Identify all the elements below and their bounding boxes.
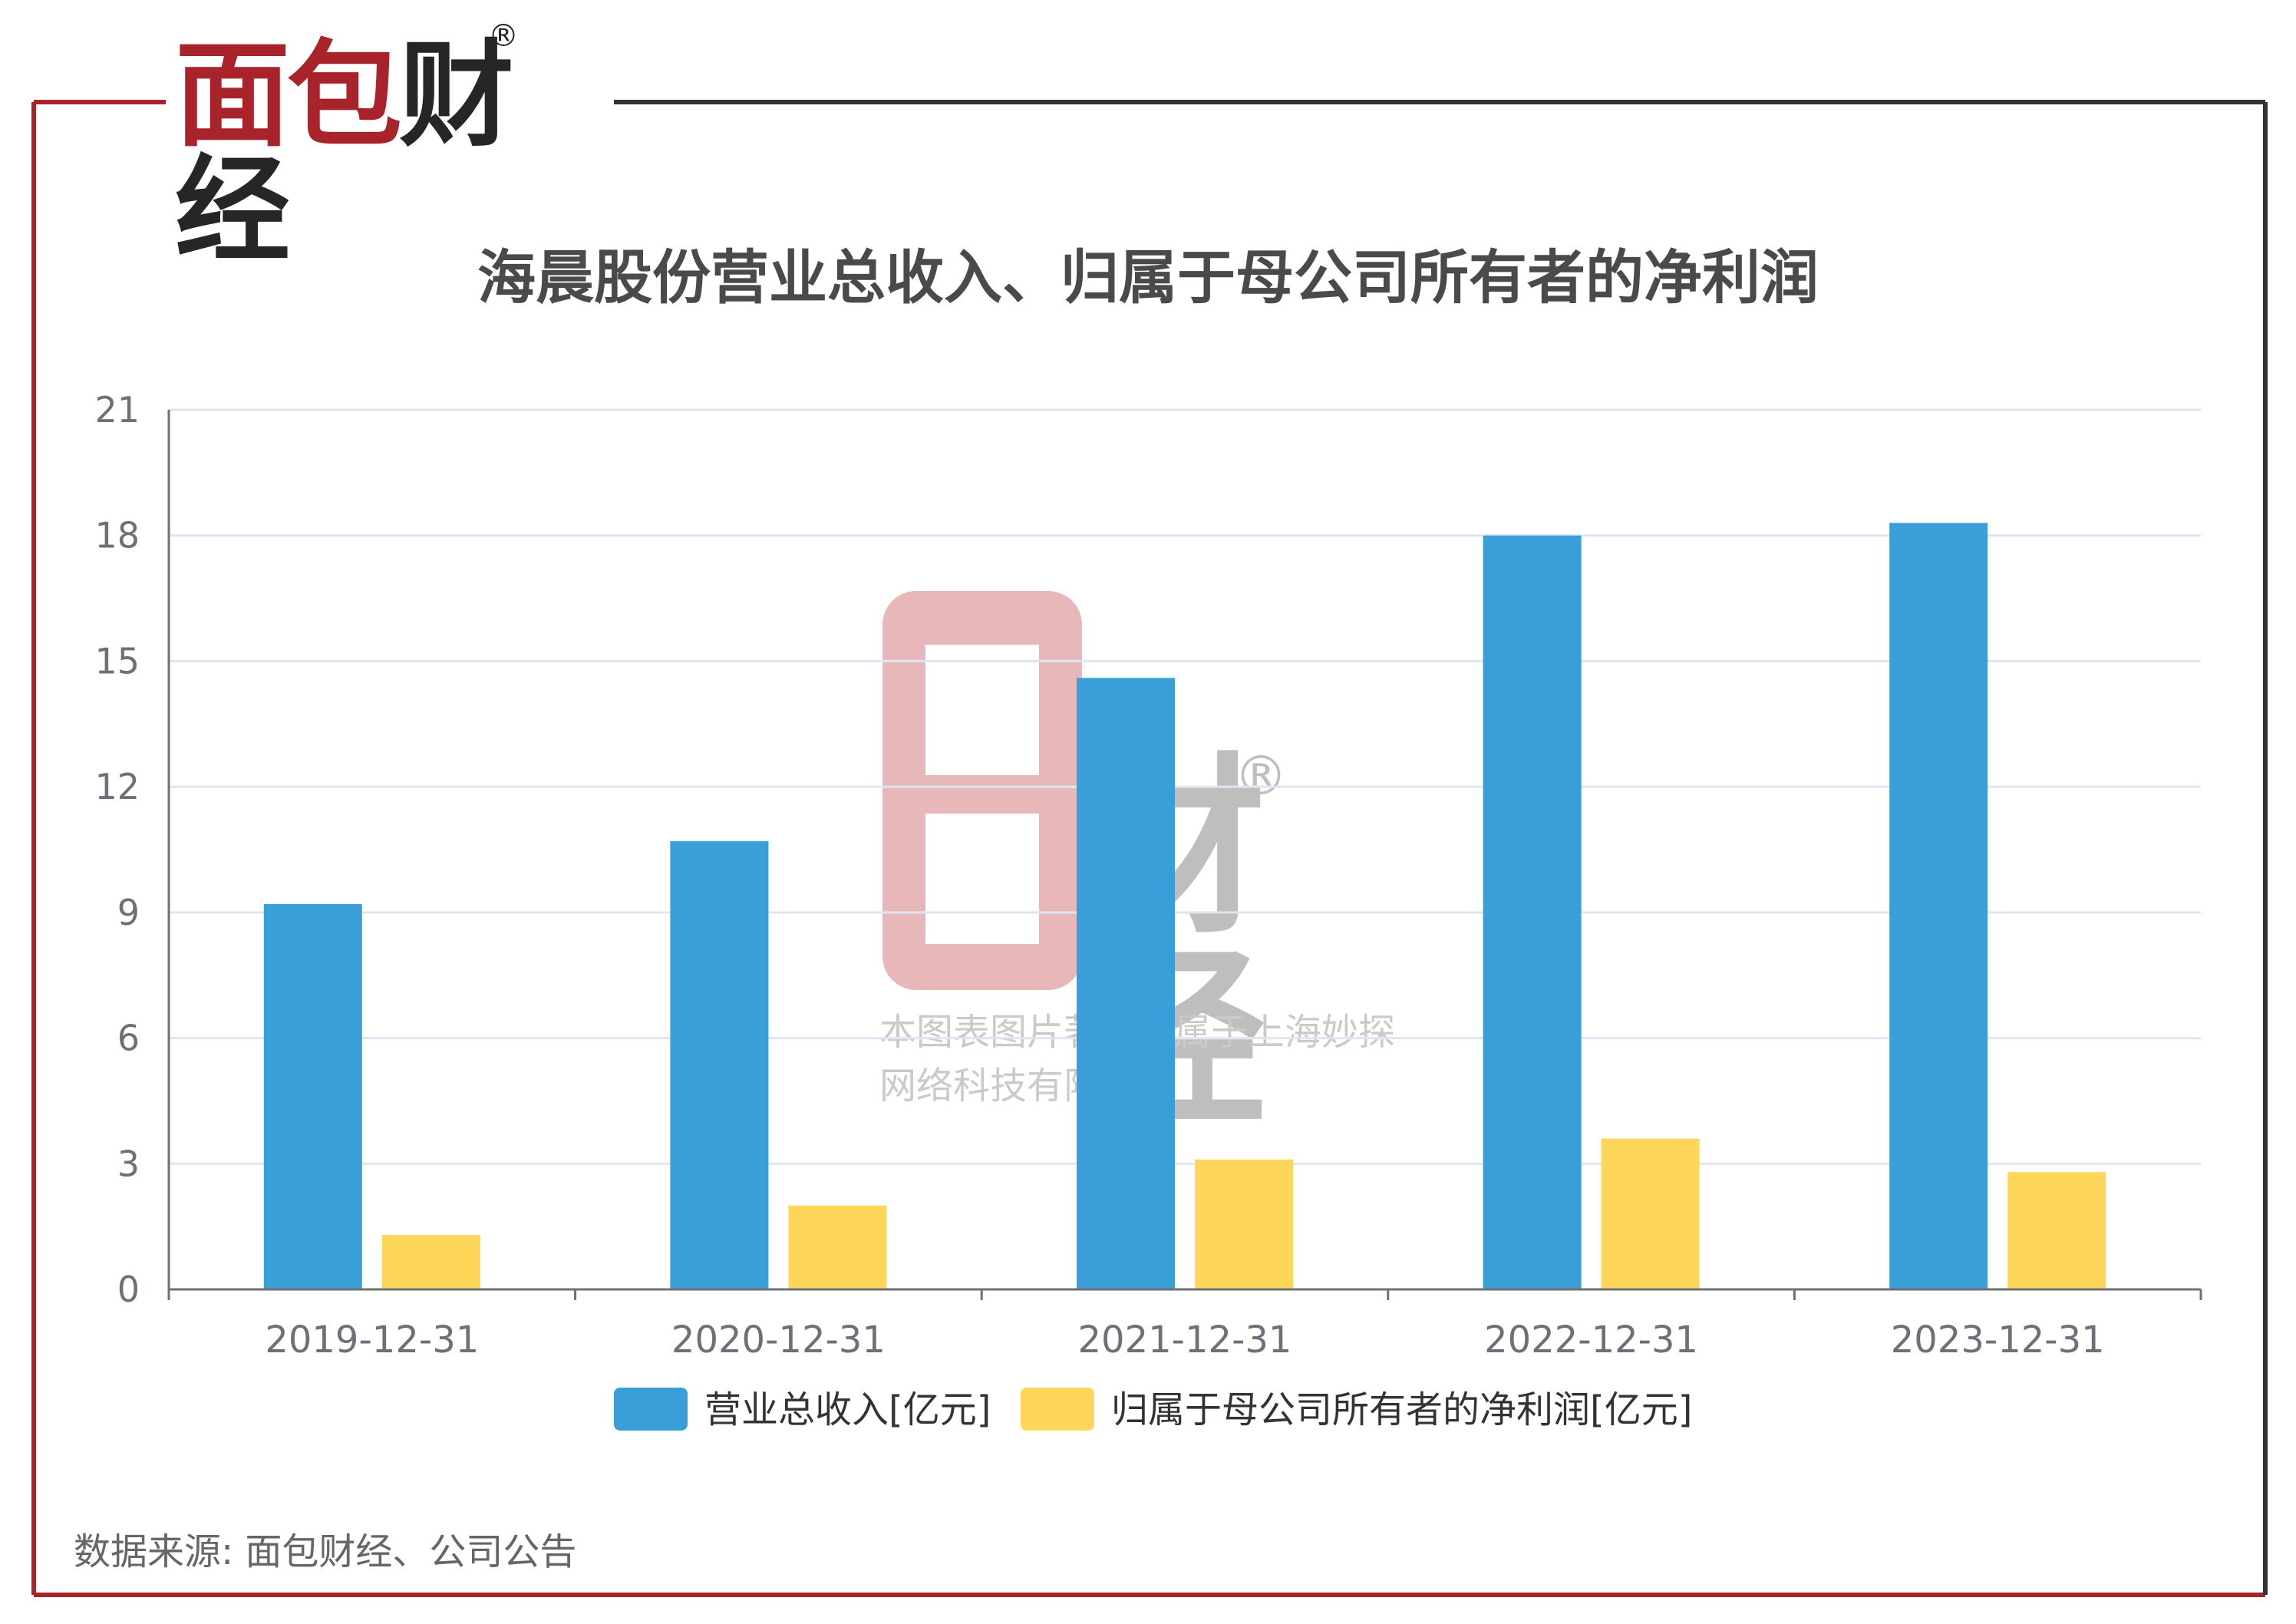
- logo-part1: 面包: [175, 29, 402, 163]
- x-tick-label: 2019-12-31: [265, 1319, 479, 1362]
- y-tick-labels: 0 3 6 9 12 15 18 21: [94, 389, 140, 1310]
- y-tick-label: 6: [117, 1018, 140, 1059]
- legend-label-net-profit[interactable]: 归属于母公司所有者的净利润[亿元]: [1111, 1388, 1692, 1431]
- legend-swatch-revenue[interactable]: [614, 1388, 688, 1431]
- y-tick-label: 12: [94, 766, 140, 807]
- bar-revenue: [1077, 678, 1175, 1289]
- bar-net-profit: [1601, 1138, 1700, 1289]
- y-tick-label: 3: [117, 1143, 140, 1184]
- y-tick-label: 0: [117, 1269, 140, 1310]
- legend-label-revenue[interactable]: 营业总收入[亿元]: [704, 1388, 991, 1431]
- chart-title: 海晨股份营业总收入、归属于母公司所有者的净利润: [477, 243, 1819, 312]
- watermark-reg-mark: ®: [1234, 744, 1288, 807]
- x-tick-label: 2022-12-31: [1484, 1319, 1698, 1362]
- bar-net-profit: [1195, 1159, 1293, 1289]
- y-tick-label: 9: [117, 892, 140, 933]
- x-tick-labels: 2019-12-31 2020-12-31 2021-12-31 2022-12-31…: [265, 1319, 2104, 1362]
- y-tick-label: 21: [94, 389, 140, 431]
- y-tick-label: 15: [94, 640, 140, 682]
- watermark-seal: [882, 591, 1082, 990]
- axes: [167, 410, 2202, 1300]
- logo-part2: 财经: [175, 29, 514, 278]
- bar-net-profit: [381, 1235, 480, 1289]
- x-tick-label: 2023-12-31: [1891, 1319, 2105, 1362]
- x-tick-label: 2020-12-31: [671, 1319, 886, 1362]
- legend: 营业总收入[亿元] 归属于母公司所有者的净利润[亿元]: [614, 1388, 1692, 1431]
- bar-revenue: [263, 903, 362, 1289]
- x-tick-label: 2021-12-31: [1078, 1319, 1292, 1362]
- bars: [263, 523, 2106, 1289]
- bar-revenue: [1889, 523, 1988, 1289]
- grid-lines: [169, 408, 2201, 1165]
- brand-logo: 面包财经 ®: [175, 18, 620, 269]
- data-source-note: 数据来源: 面包财经、公司公告: [74, 1530, 577, 1573]
- logo-reg-mark: ®: [488, 18, 519, 54]
- legend-swatch-net-profit[interactable]: [1021, 1388, 1094, 1431]
- bar-revenue: [1483, 535, 1582, 1289]
- y-tick-label: 18: [94, 515, 140, 556]
- bar-net-profit: [788, 1205, 887, 1289]
- bar-revenue: [670, 841, 769, 1289]
- bar-net-profit: [2007, 1172, 2106, 1289]
